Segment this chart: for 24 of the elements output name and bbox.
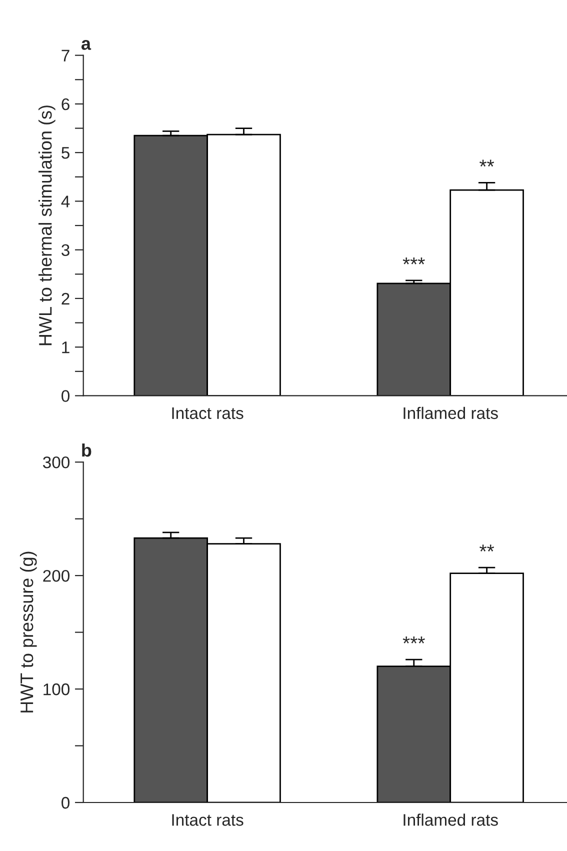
y-tick-label: 6 xyxy=(62,98,70,110)
y-tick-label: 4 xyxy=(61,196,70,208)
chart-title: a xyxy=(81,40,92,50)
x-tick-label: Intact rats xyxy=(172,814,244,826)
chart-title: b xyxy=(82,443,92,457)
x-tick-label: Inflamed rats xyxy=(404,406,498,420)
y-tick-label: 100 xyxy=(44,683,70,696)
y-axis-title: HWT to pressure (g) xyxy=(20,552,37,712)
y-axis-title: HWL to thermal stimulation (s) xyxy=(38,106,56,346)
annotation: *** xyxy=(402,636,425,644)
y-tick-label: 5 xyxy=(62,147,70,159)
y-tick-label: 0 xyxy=(62,796,70,809)
y-tick-label: 1 xyxy=(62,342,70,354)
y-tick-label: 3 xyxy=(62,244,70,256)
x-tick-label: Inflamed rats xyxy=(404,814,498,826)
annotation: ** xyxy=(480,160,494,167)
y-tick-label: 7 xyxy=(62,50,70,62)
x-tick-label: Intact rats xyxy=(172,407,244,420)
y-tick-label: 300 xyxy=(42,456,70,468)
y-tick-label: 2 xyxy=(62,292,70,304)
annotation: *** xyxy=(402,258,425,264)
annotation: ** xyxy=(480,544,494,552)
y-tick-label: 0 xyxy=(62,390,70,402)
y-tick-label: 200 xyxy=(43,570,70,582)
